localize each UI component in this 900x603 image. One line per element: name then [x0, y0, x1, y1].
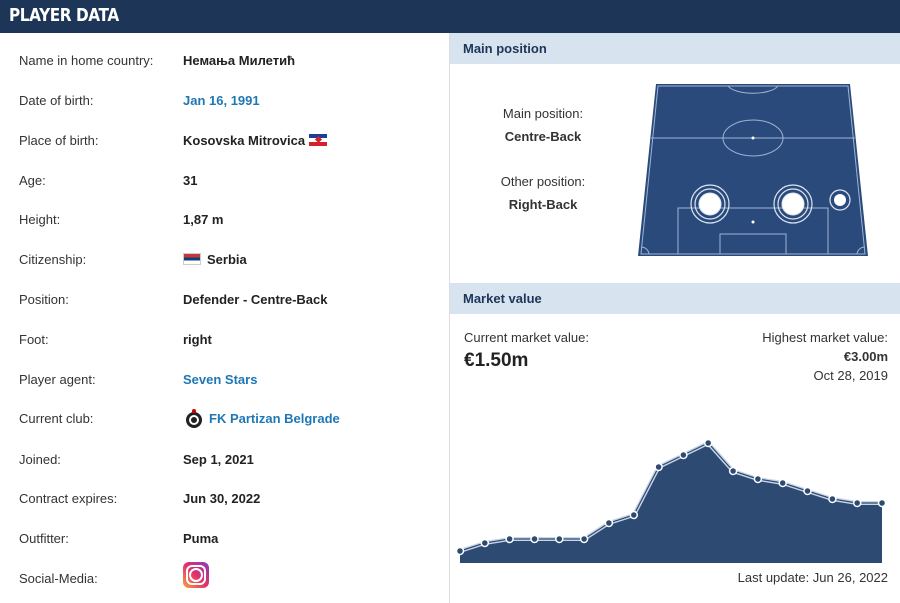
value: Немања Милетић	[183, 53, 296, 68]
row-foot: Foot: right	[19, 329, 439, 349]
label: Place of birth:	[19, 133, 99, 148]
label: Foot:	[19, 332, 49, 347]
label: Current club:	[19, 411, 94, 426]
main-position-title: Main position	[463, 41, 547, 56]
chart-point[interactable]	[877, 498, 887, 508]
label: Citizenship:	[19, 252, 87, 267]
main-position-label: Main position:	[502, 106, 584, 121]
serbia-flag-icon	[183, 253, 201, 265]
social-value	[183, 562, 209, 591]
row-social-media: Social-Media:	[19, 562, 439, 588]
chart-point[interactable]	[455, 546, 465, 556]
row-height: Height: 1,87 m	[19, 209, 439, 229]
row-current-club: Current club: FK Partizan Belgrade	[19, 408, 439, 428]
other-position-value: Right-Back	[508, 197, 578, 212]
label: Outfitter:	[19, 531, 69, 546]
last-update: Last update: Jun 26, 2022	[737, 570, 888, 585]
column-divider	[449, 33, 450, 603]
chart-point[interactable]	[654, 462, 663, 472]
page-header: PLAYER DATA	[0, 0, 900, 33]
chart-point[interactable]	[828, 494, 837, 504]
row-outfitter: Outfitter: Puma	[19, 528, 439, 548]
label: Position:	[19, 292, 69, 307]
chart-point[interactable]	[555, 534, 564, 544]
chart-point[interactable]	[480, 538, 490, 548]
value: Jun 30, 2022	[183, 491, 261, 506]
chart-point[interactable]	[530, 534, 539, 544]
label: Date of birth:	[19, 93, 94, 108]
chart-point[interactable]	[803, 486, 812, 496]
position-marker-left	[690, 184, 730, 224]
value: Puma	[183, 531, 219, 546]
chart-point[interactable]	[505, 534, 514, 544]
row-place-of-birth: Place of birth: Kosovska Mitrovica	[19, 130, 439, 150]
label: Joined:	[19, 452, 61, 467]
chart-point[interactable]	[753, 474, 763, 484]
current-value-label: Current market value:	[464, 330, 589, 345]
position-pitch	[638, 84, 868, 256]
market-value-header: Market value	[450, 283, 900, 314]
row-contract: Contract expires: Jun 30, 2022	[19, 488, 439, 508]
position-marker-centre	[773, 184, 813, 224]
value: right	[183, 332, 212, 347]
agent-link[interactable]: Seven Stars	[183, 372, 258, 387]
row-position: Position: Defender - Centre-Back	[19, 289, 439, 309]
yugoslavia-flag-icon	[309, 134, 328, 146]
label: Player agent:	[19, 372, 96, 387]
value: 1,87 m	[183, 212, 224, 227]
player-data-panel: Name in home country: Немања Милетић Dat…	[0, 33, 449, 603]
position-marker-right	[829, 189, 851, 211]
value: Defender - Centre-Back	[183, 292, 328, 307]
main-position-value: Centre-Back	[504, 129, 582, 144]
row-age: Age: 31	[19, 170, 439, 190]
value: FK Partizan Belgrade	[183, 409, 340, 428]
right-panel: Main position Main position: Centre-Back…	[450, 33, 900, 603]
partizan-logo-icon[interactable]	[183, 408, 205, 430]
highest-value-label: Highest market value:	[762, 330, 888, 345]
chart-point[interactable]	[604, 518, 614, 528]
label: Contract expires:	[19, 491, 118, 506]
value: Serbia	[183, 252, 247, 267]
chart-point[interactable]	[728, 466, 738, 476]
label: Age:	[19, 173, 46, 188]
row-joined: Joined: Sep 1, 2021	[19, 449, 439, 469]
current-value: €1.50m	[464, 350, 529, 371]
label: Height:	[19, 212, 61, 227]
instagram-icon[interactable]	[183, 562, 209, 588]
chart-point[interactable]	[629, 510, 639, 520]
chart-point[interactable]	[852, 498, 862, 508]
chart-point[interactable]	[778, 478, 787, 488]
chart-point[interactable]	[703, 438, 713, 448]
citizenship-text: Serbia	[207, 252, 247, 267]
value: Sep 1, 2021	[183, 452, 254, 467]
highest-value-date: Oct 28, 2019	[813, 368, 888, 383]
dob-link[interactable]: Jan 16, 1991	[183, 93, 260, 108]
row-citizenship: Citizenship: Serbia	[19, 249, 439, 269]
label: Social-Media:	[19, 571, 98, 586]
page-title: PLAYER DATA	[9, 5, 119, 26]
main-position-header: Main position	[450, 33, 900, 64]
club-link[interactable]: FK Partizan Belgrade	[209, 411, 340, 426]
row-agent: Player agent: Seven Stars	[19, 369, 439, 389]
label: Name in home country:	[19, 53, 154, 68]
market-value-chart	[455, 438, 887, 563]
chart-point[interactable]	[579, 534, 589, 544]
other-position-label: Other position:	[500, 174, 586, 189]
place-text: Kosovska Mitrovica	[183, 133, 306, 148]
value: Kosovska Mitrovica	[183, 133, 328, 148]
chart-point[interactable]	[679, 450, 688, 460]
highest-value: €3.00m	[843, 349, 888, 364]
chart-area	[460, 443, 882, 563]
value: 31	[183, 173, 198, 188]
row-date-of-birth: Date of birth: Jan 16, 1991	[19, 90, 439, 110]
market-value-title: Market value	[463, 291, 542, 306]
row-home-name: Name in home country: Немања Милетић	[19, 50, 439, 70]
